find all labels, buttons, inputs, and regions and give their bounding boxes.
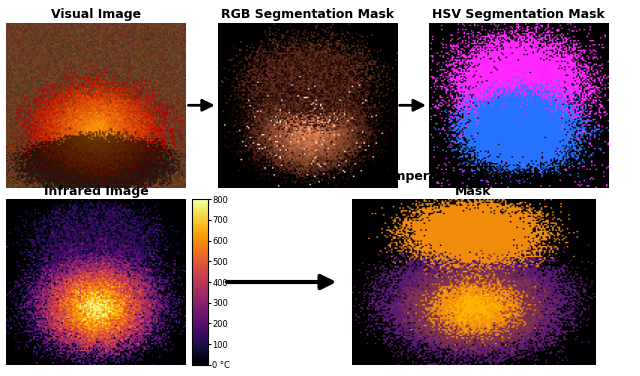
Title: Infrared Image: Infrared Image [44,185,148,198]
Title: RGB Segmentation Mask: RGB Segmentation Mask [221,8,394,21]
Title: Visual Image: Visual Image [51,8,141,21]
Title: Temperature Segmentation
Mask: Temperature Segmentation Mask [377,170,570,198]
Title: HSV Segmentation Mask: HSV Segmentation Mask [432,8,605,21]
